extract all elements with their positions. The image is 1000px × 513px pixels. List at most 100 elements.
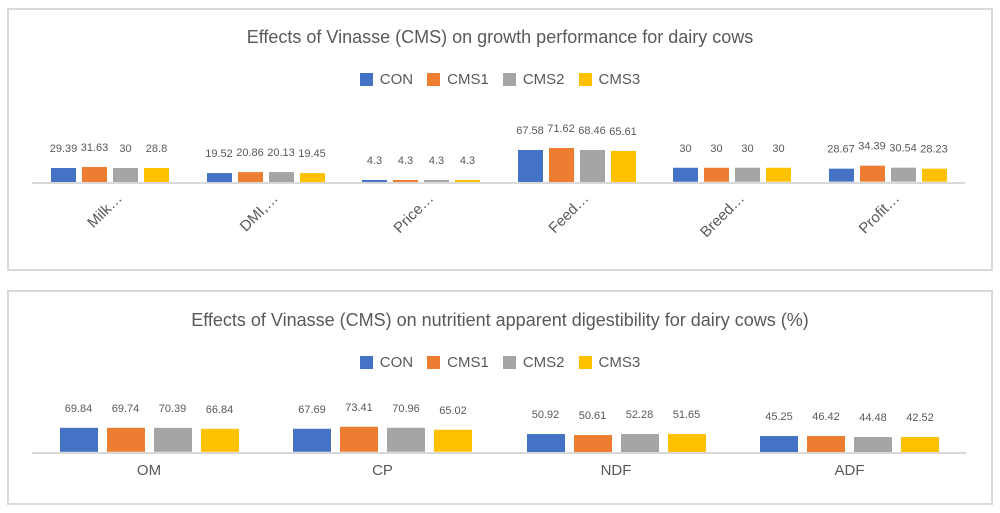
bar-cms1 — [573, 434, 612, 452]
bar-value-label: 30 — [772, 142, 785, 155]
bar-cms3 — [667, 434, 706, 452]
bar-unit: 30 — [704, 142, 729, 182]
bar-con — [362, 179, 387, 182]
bar-value-label: 46.42 — [812, 411, 840, 424]
bar-value-label: 50.61 — [578, 409, 607, 422]
bar-unit: 44.48 — [854, 412, 892, 452]
bar-unit: 52.28 — [620, 409, 659, 452]
bar-group: 28.67 34.39 30.54 28.23 — [827, 141, 948, 182]
bar-cms1 — [237, 172, 263, 182]
bar-value-label: 66.84 — [205, 404, 234, 417]
bar-unit: 29.39 — [50, 144, 77, 182]
bar-unit: 28.67 — [827, 143, 855, 182]
bar-value-label: 19.52 — [205, 147, 233, 160]
legend: CON CMS1 CMS2 CMS3 — [9, 71, 991, 88]
bar-con — [293, 428, 331, 452]
bar-value-label: 50.92 — [531, 409, 560, 422]
legend-label: CMS2 — [522, 71, 565, 88]
bar-group: 45.25 46.42 44.48 42.52 — [760, 412, 939, 452]
bar-value-label: 30 — [741, 142, 754, 155]
bar-cms2 — [620, 434, 659, 452]
bar-cms2 — [579, 149, 605, 182]
chart-title: Effects of Vinasse (CMS) on growth perfo… — [246, 27, 754, 47]
bar-value-label: 65.61 — [609, 125, 637, 138]
bar-cms3 — [901, 437, 939, 452]
bar-cms2 — [387, 427, 425, 452]
bar-cms2 — [890, 167, 916, 182]
bar-value-label: 68.46 — [578, 124, 606, 137]
bar-unit: 65.02 — [434, 405, 472, 452]
bar-cms3 — [455, 179, 480, 182]
bar-unit: 19.45 — [298, 148, 326, 182]
legend-label: CON — [379, 71, 414, 88]
bar-value-label: 4.3 — [397, 154, 414, 167]
legend-item-cms1: CMS1 — [427, 71, 489, 88]
bar-value-label: 28.67 — [827, 143, 855, 156]
bar-value-label: 4.3 — [459, 154, 476, 167]
bar-con — [526, 434, 565, 452]
bar-cms3 — [299, 172, 325, 182]
bar-value-label: 30 — [710, 142, 723, 155]
bar-value-label: 52.28 — [625, 409, 654, 422]
bar-unit: 70.96 — [387, 403, 425, 452]
bar-group: 67.58 71.62 68.46 65.61 — [516, 123, 637, 182]
legend-swatch-icon — [502, 356, 516, 369]
legend-label: CMS1 — [447, 354, 489, 371]
bar-group: 29.39 31.63 30 28.8 — [50, 142, 169, 182]
bar-unit: 28.23 — [920, 144, 948, 182]
category-label: DMI,… — [236, 190, 282, 236]
legend-swatch-icon — [359, 356, 373, 369]
bar-cms1 — [393, 179, 418, 182]
category-label: Profit… — [856, 190, 904, 238]
legend-label: CMS3 — [598, 71, 641, 88]
x-axis-line — [32, 182, 965, 184]
bar-cms1 — [82, 166, 107, 182]
bar-unit: 71.62 — [547, 123, 575, 182]
bar-unit: 68.46 — [578, 124, 606, 182]
bar-unit: 20.13 — [267, 148, 295, 182]
legend-swatch-icon — [427, 73, 441, 86]
bar-unit: 50.92 — [526, 409, 565, 452]
category-label: NDF — [600, 462, 632, 479]
bar-unit: 4.3 — [362, 155, 387, 182]
bar-cms1 — [548, 147, 574, 182]
bar-value-label: 70.39 — [158, 402, 187, 415]
legend-item-cms3: CMS3 — [578, 354, 641, 371]
bar-unit: 66.84 — [200, 404, 239, 452]
bar-value-label: 30 — [119, 142, 132, 155]
bar-unit: 34.39 — [858, 141, 886, 182]
bar-unit: 67.58 — [516, 125, 544, 182]
bar-unit: 50.61 — [573, 409, 612, 452]
legend-swatch-icon — [427, 356, 441, 369]
bar-cms3 — [434, 429, 472, 452]
bar-value-label: 51.65 — [672, 409, 701, 422]
bar-cms1 — [807, 436, 845, 452]
legend-item-cms2: CMS2 — [502, 354, 565, 371]
plot-area: 69.84 69.74 70.39 66.84 OM 67.69 73.41 70.96 65.… — [9, 292, 991, 503]
legend-swatch-icon — [578, 73, 592, 86]
bar-value-label: 30.54 — [889, 142, 917, 155]
bar-cms1 — [859, 165, 885, 182]
bar-unit: 30.54 — [889, 142, 917, 182]
bar-unit: 65.61 — [609, 125, 637, 182]
bar-con — [517, 149, 543, 182]
legend-label: CMS2 — [522, 354, 565, 371]
category-label: Feed… — [545, 190, 593, 237]
bar-cms3 — [610, 150, 636, 182]
bar-cms1 — [106, 428, 145, 452]
bar-cms1 — [704, 167, 729, 182]
legend-item-cms1: CMS1 — [427, 354, 489, 371]
bar-cms3 — [766, 167, 791, 182]
legend-item-con: CON — [359, 354, 413, 371]
legend-label: CMS3 — [598, 354, 641, 371]
category-label: CP — [372, 462, 393, 479]
legend: CON CMS1 CMS2 CMS3 — [9, 354, 991, 371]
bar-value-label: 42.52 — [906, 412, 934, 425]
bar-value-label: 69.84 — [64, 403, 93, 415]
bar-unit: 19.52 — [205, 147, 233, 182]
bar-value-label: 30 — [679, 142, 692, 155]
bar-group: 69.84 69.74 70.39 66.84 — [59, 402, 239, 452]
bar-cms2 — [268, 172, 294, 182]
bar-unit: 28.8 — [144, 144, 169, 182]
bar-unit: 30 — [766, 142, 791, 182]
